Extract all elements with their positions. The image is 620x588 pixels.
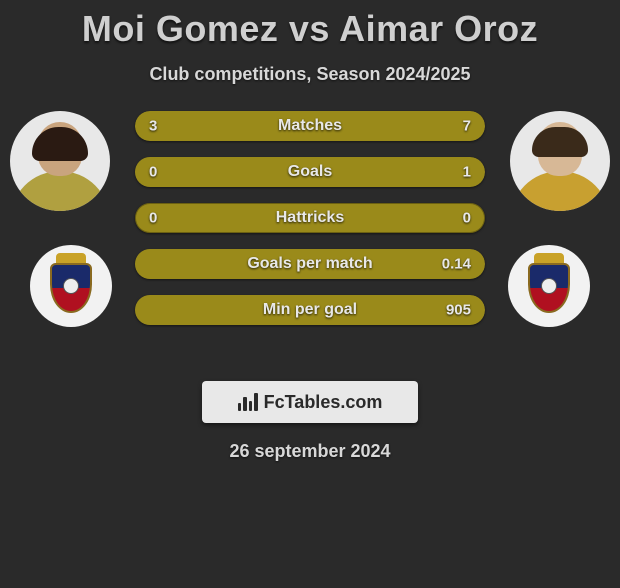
club-right-crest — [508, 245, 590, 327]
comparison-bars: 37Matches01Goals00Hattricks0.14Goals per… — [135, 111, 485, 341]
club-left-crest — [30, 245, 112, 327]
stat-row: 0.14Goals per match — [135, 249, 485, 279]
page-title: Moi Gomez vs Aimar Oroz — [0, 8, 620, 50]
stat-left-value: 0 — [149, 164, 157, 181]
stat-label: Hattricks — [276, 209, 344, 227]
page-subtitle: Club competitions, Season 2024/2025 — [0, 64, 620, 85]
stat-left-value: 0 — [149, 210, 157, 227]
brand-text: FcTables.com — [264, 392, 383, 413]
player-right-avatar — [510, 111, 610, 211]
stat-right-value: 7 — [463, 118, 471, 135]
stat-row: 01Goals — [135, 157, 485, 187]
stat-right-value: 1 — [463, 164, 471, 181]
stat-row: 37Matches — [135, 111, 485, 141]
comparison-panel: 37Matches01Goals00Hattricks0.14Goals per… — [0, 111, 620, 371]
snapshot-date: 26 september 2024 — [0, 441, 620, 462]
stat-row: 905Min per goal — [135, 295, 485, 325]
bar-chart-icon — [238, 393, 258, 411]
stat-right-value: 905 — [446, 302, 471, 319]
stat-right-value: 0 — [463, 210, 471, 227]
stat-right-value: 0.14 — [442, 256, 471, 273]
player-left-avatar — [10, 111, 110, 211]
stat-row: 0 0 Hattricks — [135, 203, 485, 233]
brand-box: FcTables.com — [202, 381, 418, 423]
stat-left-value: 3 — [149, 118, 157, 135]
